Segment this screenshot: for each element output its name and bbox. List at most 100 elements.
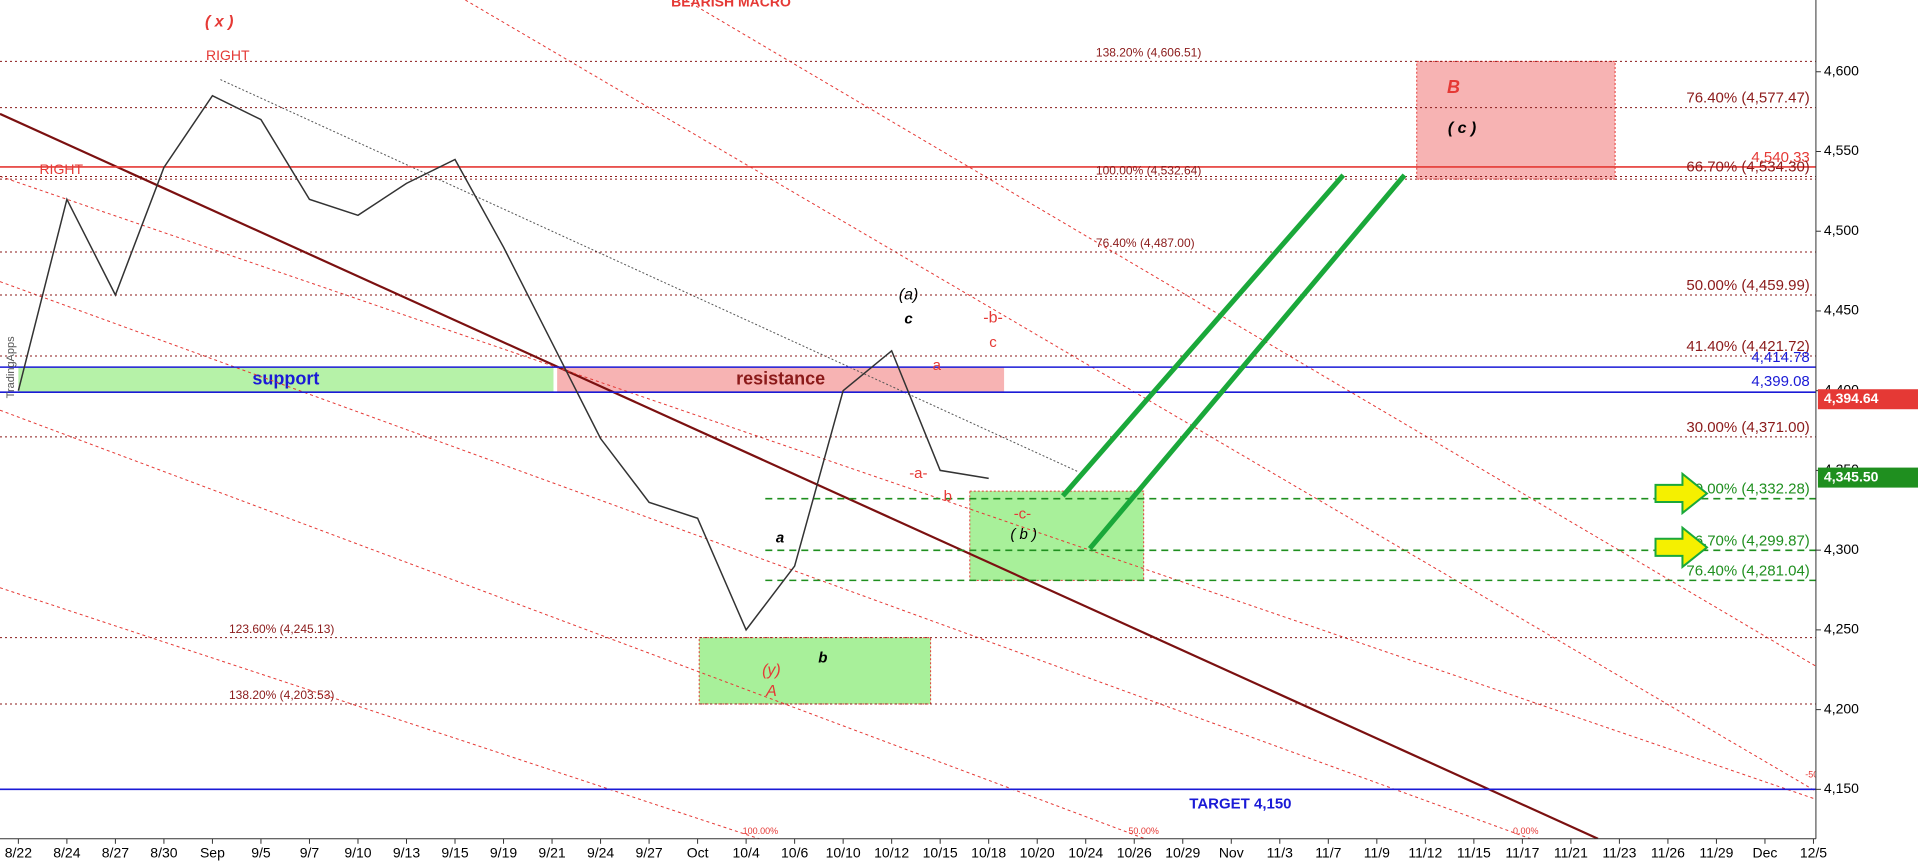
- wave-label: -b-: [983, 310, 1003, 327]
- channel-line: [0, 175, 1850, 812]
- level-label: TARGET 4,150: [1189, 795, 1291, 812]
- x-tick-label: 10/12: [874, 844, 909, 860]
- y-tick-label: 4,300: [1824, 541, 1859, 557]
- x-tick-label: 10/20: [1020, 844, 1055, 860]
- y-tick-label: 4,150: [1824, 780, 1859, 796]
- level-label: 66.70% (4,299.87): [1686, 532, 1809, 549]
- level-label: 30.00% (4,371.00): [1686, 419, 1809, 436]
- zone: [18, 367, 554, 393]
- wave-label: -a-: [909, 465, 927, 482]
- price-tag: [1817, 467, 1918, 488]
- x-tick-label: 9/7: [300, 844, 320, 860]
- chart-title: BEARISH MACRO: [671, 0, 791, 10]
- level-label: 100.00% (4,532.64): [1096, 163, 1201, 177]
- arrow: [1654, 471, 1709, 516]
- x-tick-label: 11/29: [1699, 844, 1733, 860]
- projection-line: [1060, 173, 1346, 498]
- x-tick-label: 11/26: [1651, 844, 1685, 860]
- channel-line: [0, 587, 760, 840]
- y-tick-label: 4,600: [1824, 62, 1859, 78]
- y-tick-label: 4,200: [1824, 700, 1859, 716]
- y-tick-label: 4,450: [1824, 302, 1859, 318]
- wave-label: ( c ): [1448, 120, 1476, 137]
- x-tick-label: 11/23: [1602, 844, 1636, 860]
- x-tick-label: 8/24: [53, 844, 80, 860]
- y-tick-label: 4,500: [1824, 222, 1859, 238]
- channel-line: [0, 112, 1599, 840]
- wave-label: A: [765, 683, 777, 700]
- watermark: TradingApps: [5, 336, 17, 398]
- x-tick-label: 9/13: [393, 844, 420, 860]
- wave-label: 50.00%: [1128, 826, 1159, 836]
- zone: [1416, 60, 1616, 180]
- wave-label: B: [1447, 77, 1460, 97]
- x-tick-label: 11/3: [1267, 844, 1293, 860]
- level-label: 123.60% (4,245.13): [229, 622, 334, 636]
- wave-label: 0.00%: [1513, 826, 1539, 836]
- x-tick-label: 11/21: [1554, 844, 1588, 860]
- x-tick-label: 10/24: [1068, 844, 1103, 860]
- zone: [969, 490, 1145, 581]
- level-label: 41.40% (4,421.72): [1686, 338, 1809, 355]
- price-tag: [1817, 389, 1918, 410]
- arrow: [1654, 525, 1709, 570]
- price-tag-label: 4,394.64: [1824, 390, 1879, 406]
- wave-label: c: [904, 311, 913, 328]
- x-tick-label: 11/12: [1408, 844, 1442, 860]
- x-tick-label: 8/27: [102, 844, 129, 860]
- wave-label: RIGHT: [39, 161, 83, 177]
- level-label: 76.40% (4,577.47): [1686, 90, 1809, 107]
- wave-label: (y): [762, 662, 781, 679]
- level-label: 138.20% (4,606.51): [1096, 46, 1201, 60]
- wave-label: RIGHT: [206, 47, 250, 63]
- x-tick-label: 10/6: [781, 844, 808, 860]
- wave-label: a: [776, 530, 784, 547]
- zone-label: resistance: [736, 368, 825, 388]
- zone: [698, 637, 932, 705]
- x-tick-label: 10/4: [732, 844, 759, 860]
- zone: [557, 367, 1005, 393]
- level-label: 50.00% (4,332.28): [1686, 481, 1809, 498]
- wave-label: b: [944, 488, 952, 505]
- level-label: 50.00% (4,459.99): [1686, 277, 1809, 294]
- x-tick-label: 11/7: [1315, 844, 1341, 860]
- x-tick-label: 8/30: [150, 844, 177, 860]
- x-tick-label: 12/5: [1800, 844, 1827, 860]
- x-tick-label: 11/9: [1364, 844, 1390, 860]
- level-label: 4,414.78: [1751, 349, 1809, 366]
- x-tick-label: 9/19: [490, 844, 517, 860]
- x-tick-label: 9/24: [587, 844, 614, 860]
- wave-label: a: [933, 357, 942, 374]
- axis-panel: [0, 838, 1920, 867]
- channel-line: [220, 79, 1078, 472]
- zone-label: support: [252, 368, 319, 388]
- wave-label: ( x ): [205, 13, 233, 30]
- x-tick-label: 10/29: [1165, 844, 1200, 860]
- wave-label: ( b ): [1010, 526, 1037, 543]
- x-tick-label: 9/5: [251, 844, 271, 860]
- x-tick-label: Nov: [1219, 844, 1244, 860]
- price-line: [17, 94, 989, 632]
- x-tick-label: 11/15: [1457, 844, 1491, 860]
- y-tick-label: 4,250: [1824, 621, 1859, 637]
- x-tick-label: 9/10: [344, 844, 371, 860]
- level-label: 76.40% (4,487.00): [1096, 236, 1195, 250]
- channel-line: [0, 281, 1531, 840]
- x-tick-label: 11/17: [1505, 844, 1539, 860]
- x-tick-label: Oct: [687, 844, 709, 860]
- y-tick-label: 4,550: [1824, 142, 1859, 158]
- wave-label: 100.00%: [743, 826, 779, 836]
- level-label: 4,540.33: [1751, 149, 1809, 166]
- wave-label: b: [818, 650, 827, 667]
- price-tag-label: 4,345.50: [1824, 468, 1879, 484]
- wave-label: c: [989, 334, 997, 351]
- x-tick-label: Sep: [200, 844, 225, 860]
- axis-panel: [1815, 0, 1920, 867]
- x-tick-label: 8/22: [5, 844, 32, 860]
- projection-line: [1087, 173, 1407, 551]
- x-tick-label: 10/26: [1117, 844, 1152, 860]
- x-tick-label: 10/15: [923, 844, 958, 860]
- x-tick-label: Dec: [1753, 844, 1778, 860]
